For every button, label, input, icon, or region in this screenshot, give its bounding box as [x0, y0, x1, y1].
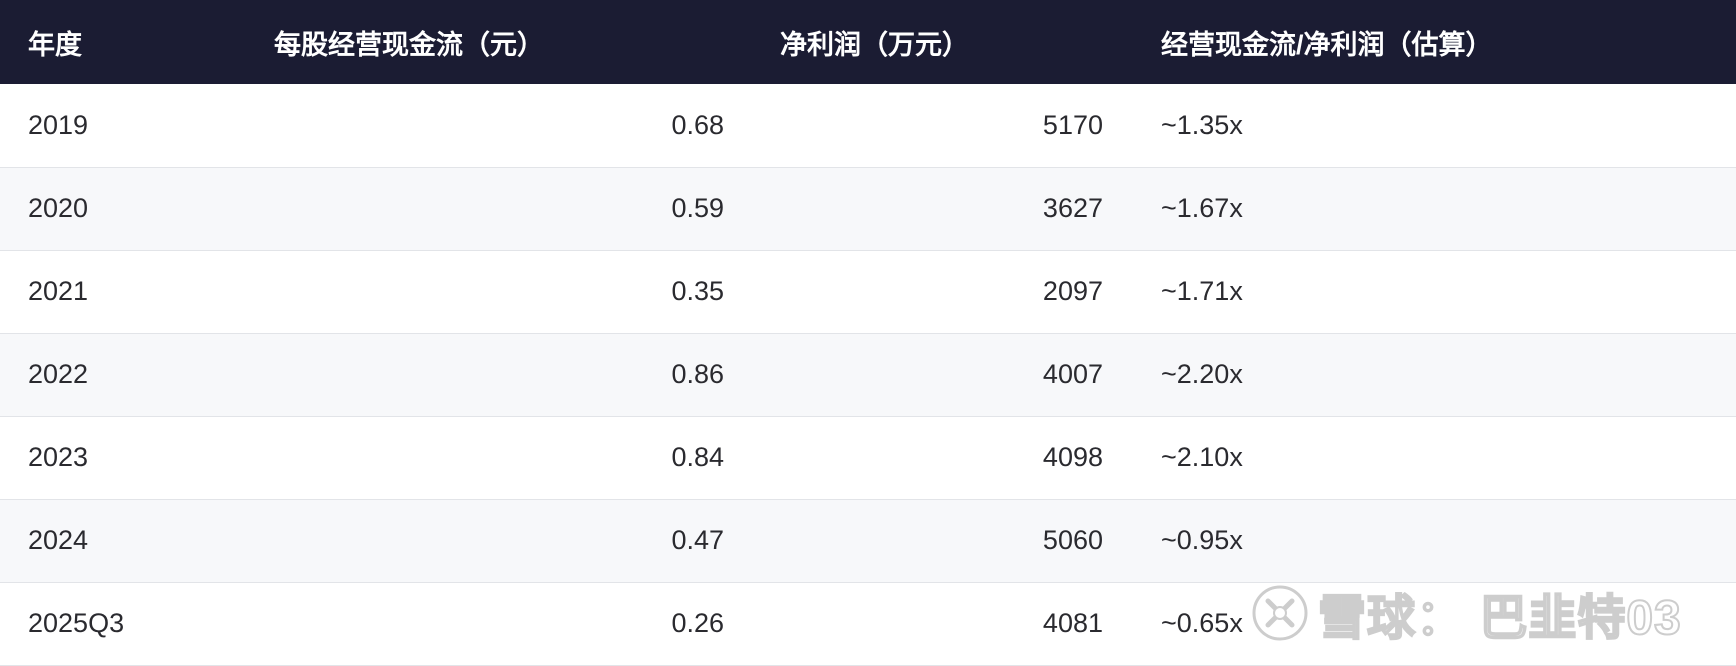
cell-year: 2024 — [28, 525, 89, 555]
cell-net-profit: 5060 — [1042, 525, 1103, 555]
cell-net-profit: 3627 — [1042, 193, 1103, 223]
cell-net-profit: 5170 — [1042, 109, 1103, 140]
cell-cash-flow-per-share: 0.47 — [671, 525, 724, 555]
cell-year: 2025Q3 — [28, 608, 125, 638]
cell-ratio: ~2.10x — [1161, 442, 1243, 472]
table-row: 2020 0.59 3627 ~1.67x — [0, 167, 1736, 250]
header-year: 年度 — [28, 29, 82, 60]
table-row: 2022 0.86 4007 ~2.20x — [0, 333, 1736, 416]
table-header: 年度 每股经营现金流（元） 净利润（万元） 经营现金流/净利润（估算） — [0, 0, 1736, 84]
cell-net-profit: 4081 — [1042, 608, 1103, 638]
header-ratio: 经营现金流/净利润（估算） — [1161, 29, 1493, 60]
cell-cash-flow-per-share: 0.84 — [671, 442, 724, 472]
cell-ratio: ~1.67x — [1161, 193, 1243, 223]
cell-ratio: ~2.20x — [1161, 359, 1243, 389]
cell-ratio: ~0.65x — [1161, 608, 1243, 638]
cell-year: 2021 — [28, 276, 89, 306]
cell-cash-flow-per-share: 0.68 — [671, 109, 724, 140]
cell-cash-flow-per-share: 0.59 — [671, 193, 724, 223]
cell-year: 2023 — [28, 442, 89, 472]
cell-net-profit: 4098 — [1042, 442, 1103, 472]
cell-ratio: ~0.95x — [1161, 525, 1243, 555]
cell-cash-flow-per-share: 0.35 — [671, 276, 724, 306]
cell-ratio: ~1.35x — [1161, 109, 1243, 140]
cell-year: 2022 — [28, 359, 89, 389]
cell-cash-flow-per-share: 0.26 — [671, 608, 724, 638]
cell-cash-flow-per-share: 0.86 — [671, 359, 724, 389]
cell-year: 2019 — [28, 109, 89, 140]
table-row: 2025Q3 0.26 4081 ~0.65x — [0, 582, 1736, 665]
table-row: 2023 0.84 4098 ~2.10x — [0, 416, 1736, 499]
table-row: 2024 0.47 5060 ~0.95x — [0, 499, 1736, 582]
header-cash-flow-per-share: 每股经营现金流（元） — [274, 29, 544, 60]
cell-net-profit: 2097 — [1042, 276, 1103, 306]
table-body: 2019 0.68 5170 ~1.35x 2020 0.59 3627 ~1.… — [0, 84, 1736, 665]
cell-ratio: ~1.71x — [1161, 276, 1243, 306]
table-row: 2021 0.35 2097 ~1.71x — [0, 250, 1736, 333]
header-net-profit: 净利润（万元） — [780, 29, 969, 60]
cell-year: 2020 — [28, 193, 89, 223]
header-row: 年度 每股经营现金流（元） 净利润（万元） 经营现金流/净利润（估算） — [0, 0, 1736, 84]
cell-net-profit: 4007 — [1042, 359, 1103, 389]
table-row: 2019 0.68 5170 ~1.35x — [0, 84, 1736, 167]
